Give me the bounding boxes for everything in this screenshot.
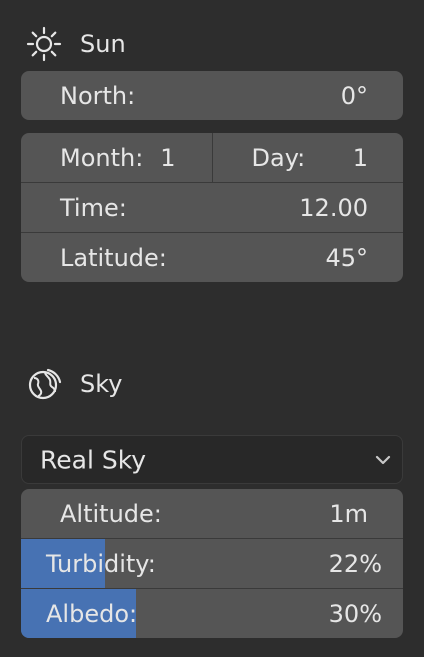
time-field[interactable]: Time: 12.00: [21, 183, 403, 233]
latitude-field[interactable]: Latitude: 45°: [21, 233, 403, 282]
time-label: Time:: [60, 193, 127, 222]
altitude-value: 1m: [329, 499, 368, 528]
globe-icon: [26, 366, 62, 402]
turbidity-value: 22%: [328, 549, 382, 578]
day-field[interactable]: Day: 1: [213, 133, 404, 182]
latitude-label: Latitude:: [60, 243, 167, 272]
north-field[interactable]: North: 0°: [21, 71, 403, 120]
time-value: 12.00: [299, 193, 368, 222]
albedo-label: Albedo:: [46, 599, 138, 628]
date-row: Month: 1 Day: 1: [21, 133, 403, 183]
north-value: 0°: [340, 81, 368, 110]
turbidity-slider[interactable]: Turbidity: 22%: [21, 539, 403, 589]
sun-time-group: Month: 1 Day: 1 Time: 12.00 Latitude: 45…: [21, 133, 403, 282]
month-value: 1: [160, 143, 176, 172]
sky-type-dropdown[interactable]: Real Sky: [21, 435, 403, 484]
turbidity-label: Turbidity:: [46, 549, 156, 578]
sun-section-title: Sun: [80, 30, 126, 58]
month-field[interactable]: Month: 1: [21, 133, 213, 182]
day-label: Day:: [251, 143, 306, 172]
albedo-slider[interactable]: Albedo: 30%: [21, 589, 403, 638]
sun-section-header: Sun: [26, 26, 126, 62]
sun-icon: [26, 26, 62, 62]
altitude-field[interactable]: Altitude: 1m: [21, 489, 403, 539]
latitude-value: 45°: [325, 243, 368, 272]
day-value: 1: [352, 143, 368, 172]
albedo-value: 30%: [328, 599, 382, 628]
month-label: Month:: [60, 143, 144, 172]
chevron-down-icon: [375, 455, 391, 464]
sky-type-selected: Real Sky: [40, 445, 147, 474]
altitude-label: Altitude:: [60, 499, 162, 528]
turbidity-slider-fill: [21, 539, 106, 588]
sky-params-group: Altitude: 1m Turbidity: 22% Albedo: 30%: [21, 489, 403, 638]
sky-section-header: Sky: [26, 366, 122, 402]
north-label: North:: [60, 81, 136, 110]
albedo-slider-fill: [21, 589, 136, 638]
sky-section-title: Sky: [80, 370, 123, 398]
